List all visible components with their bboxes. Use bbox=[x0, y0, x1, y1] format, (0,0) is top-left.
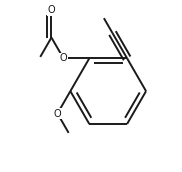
Text: O: O bbox=[60, 53, 67, 63]
Text: O: O bbox=[54, 109, 61, 119]
Text: O: O bbox=[48, 5, 55, 15]
